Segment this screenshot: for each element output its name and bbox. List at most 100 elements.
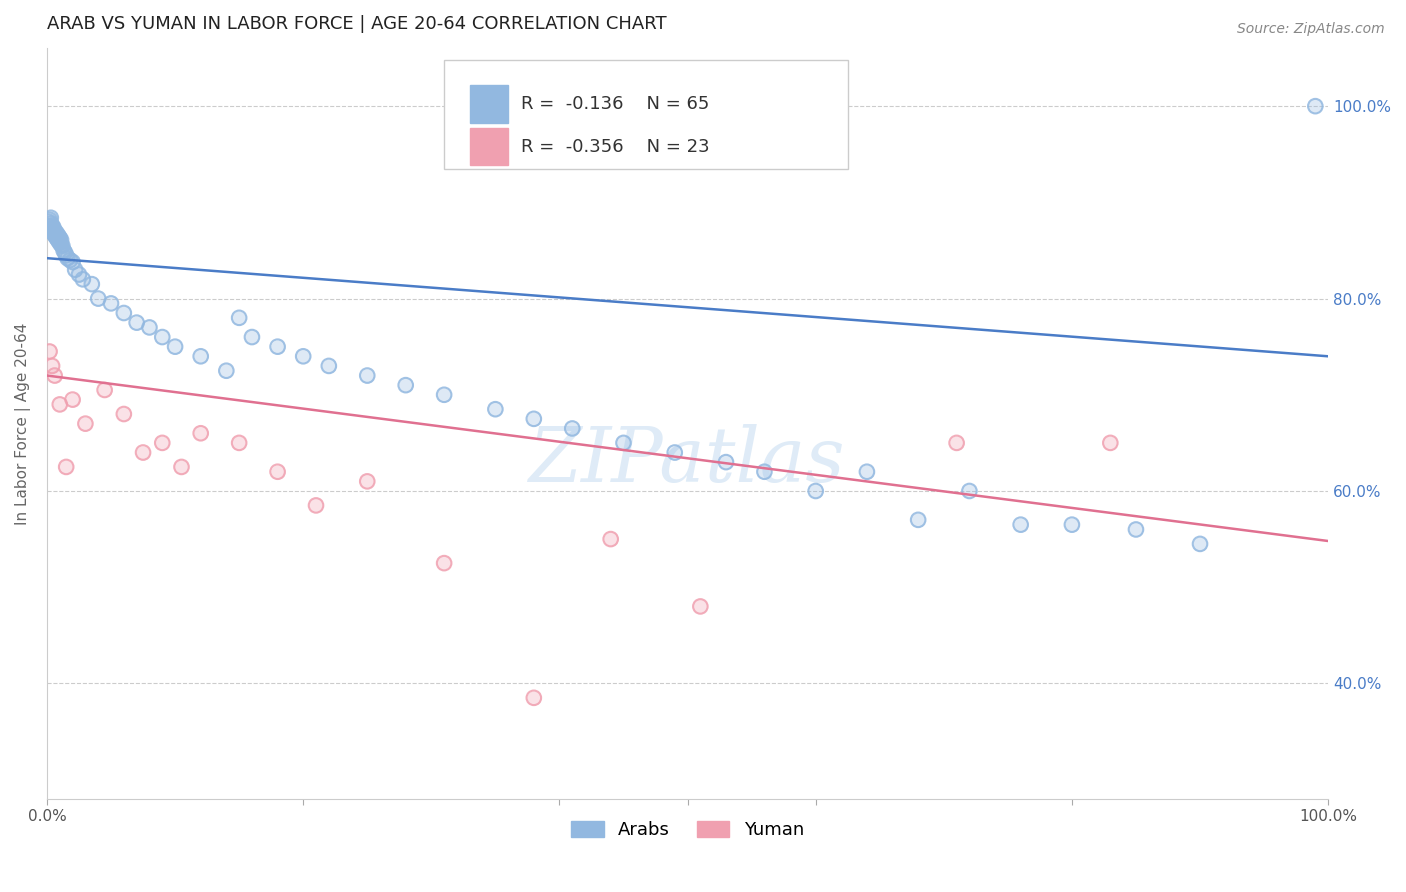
Point <box>395 378 418 392</box>
Point <box>49 235 72 250</box>
Point <box>62 392 84 407</box>
Point <box>132 445 155 459</box>
Point <box>664 445 686 459</box>
Point <box>72 272 94 286</box>
Point <box>714 455 737 469</box>
Point <box>80 277 103 292</box>
Point <box>67 268 90 282</box>
Point <box>75 417 97 431</box>
Point <box>150 330 173 344</box>
Point <box>62 255 84 269</box>
Point <box>41 222 63 236</box>
Point <box>55 248 77 262</box>
Point <box>55 459 77 474</box>
Text: Source: ZipAtlas.com: Source: ZipAtlas.com <box>1237 22 1385 37</box>
Point <box>266 465 288 479</box>
Point <box>945 436 967 450</box>
Point <box>228 436 250 450</box>
Point <box>63 262 86 277</box>
Point <box>52 244 75 258</box>
Point <box>38 344 60 359</box>
Point <box>38 212 60 227</box>
Point <box>59 253 82 268</box>
Point <box>37 214 59 228</box>
Point <box>138 320 160 334</box>
Point <box>42 226 65 240</box>
Point <box>42 220 65 235</box>
Point <box>44 368 66 383</box>
Point <box>190 349 212 363</box>
Point <box>395 378 418 392</box>
Point <box>44 224 66 238</box>
Point <box>72 272 94 286</box>
Point <box>46 232 69 246</box>
Point <box>100 296 122 310</box>
Point <box>87 292 110 306</box>
Point <box>292 349 315 363</box>
Point <box>112 407 135 421</box>
Point <box>49 397 72 411</box>
Point <box>612 436 634 450</box>
Point <box>170 459 193 474</box>
Point <box>1305 99 1327 113</box>
Point <box>433 556 456 570</box>
Point <box>266 340 288 354</box>
Point <box>190 426 212 441</box>
Point <box>45 225 67 239</box>
Point <box>356 475 378 489</box>
Point <box>46 227 69 241</box>
Point <box>39 211 62 225</box>
Point <box>957 483 980 498</box>
Point <box>38 212 60 227</box>
Point <box>215 364 238 378</box>
Point <box>41 222 63 236</box>
Point <box>664 445 686 459</box>
Text: R =  -0.356    N = 23: R = -0.356 N = 23 <box>522 137 710 155</box>
Point <box>228 436 250 450</box>
Point <box>561 421 583 435</box>
Point <box>132 445 155 459</box>
Point <box>1099 436 1122 450</box>
Point <box>523 690 546 705</box>
Point <box>49 231 72 245</box>
Point <box>93 383 115 397</box>
Point <box>112 407 135 421</box>
Point <box>1099 436 1122 450</box>
Point <box>59 253 82 268</box>
Point <box>42 226 65 240</box>
Point <box>150 436 173 450</box>
Point <box>80 277 103 292</box>
Point <box>49 397 72 411</box>
Point <box>37 214 59 228</box>
Point <box>62 255 84 269</box>
Point <box>292 349 315 363</box>
Point <box>53 245 76 260</box>
Point <box>318 359 340 373</box>
Point <box>754 465 776 479</box>
Point <box>945 436 967 450</box>
Point <box>804 483 827 498</box>
Point <box>599 532 621 546</box>
Point <box>165 340 187 354</box>
Point <box>523 690 546 705</box>
Text: R =  -0.136    N = 65: R = -0.136 N = 65 <box>522 95 710 113</box>
Point <box>55 248 77 262</box>
Point <box>45 230 67 244</box>
Point <box>51 238 73 252</box>
Point <box>49 231 72 245</box>
Point <box>484 402 506 417</box>
Point <box>55 459 77 474</box>
Y-axis label: In Labor Force | Age 20-64: In Labor Force | Age 20-64 <box>15 322 31 524</box>
Point <box>42 220 65 235</box>
Point <box>170 459 193 474</box>
Point <box>612 436 634 450</box>
Point <box>52 244 75 258</box>
Point <box>45 225 67 239</box>
Point <box>100 296 122 310</box>
Point <box>318 359 340 373</box>
Point <box>433 388 456 402</box>
Point <box>38 344 60 359</box>
Point <box>1189 537 1212 551</box>
Legend: Arabs, Yuman: Arabs, Yuman <box>564 814 811 847</box>
Point <box>1189 537 1212 551</box>
